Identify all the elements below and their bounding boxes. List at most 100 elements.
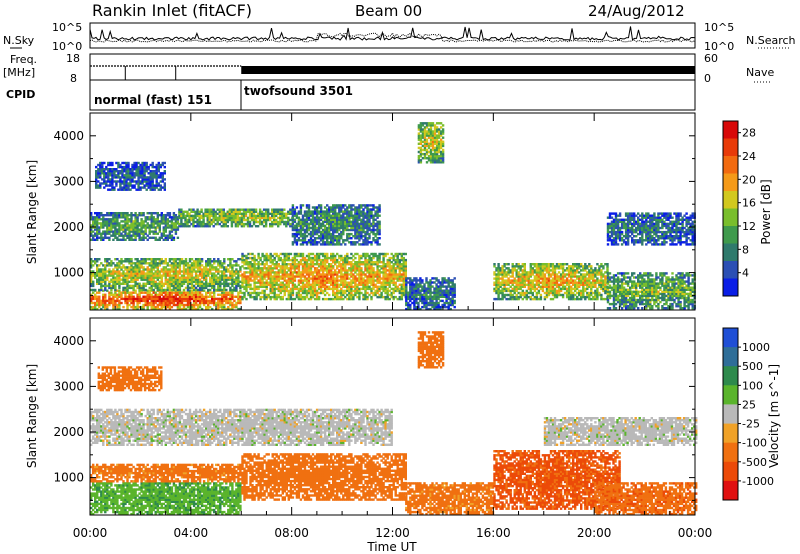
heatmap-cell xyxy=(376,279,379,282)
heatmap-cell xyxy=(297,265,301,268)
heatmap-cell xyxy=(192,270,196,273)
heatmap-cell xyxy=(368,235,371,238)
heatmap-cell xyxy=(311,230,315,234)
heatmap-cell xyxy=(334,297,337,301)
heatmap-cell xyxy=(330,287,333,291)
heatmap-cell xyxy=(265,256,268,260)
heatmap-cell xyxy=(269,285,272,288)
heatmap-cell xyxy=(352,269,355,272)
heatmap-cell xyxy=(317,277,321,280)
heatmap-cell xyxy=(225,278,228,281)
nave-bottom-scale: 0 xyxy=(704,72,711,85)
heatmap-cell xyxy=(194,274,198,277)
heatmap-cell xyxy=(338,263,341,266)
heatmap-cell xyxy=(230,225,234,228)
heatmap-cell xyxy=(372,273,375,276)
heatmap-cell xyxy=(265,285,268,288)
heatmap-cell xyxy=(342,263,345,266)
heatmap-cell xyxy=(400,263,403,266)
heatmap-cell xyxy=(315,279,319,282)
heatmap-cell xyxy=(366,243,369,246)
heatmap-cell xyxy=(90,288,93,292)
heatmap-cell xyxy=(227,282,230,285)
heatmap-cell xyxy=(378,271,381,274)
heatmap-cell xyxy=(263,258,266,262)
heatmap-cell xyxy=(186,266,190,269)
heatmap-cell xyxy=(264,210,268,213)
heatmap-cell xyxy=(156,262,159,265)
heatmap-cell xyxy=(148,272,151,275)
heatmap-cell xyxy=(168,286,172,290)
heatmap-cell xyxy=(151,161,154,165)
heatmap-cell xyxy=(106,284,109,288)
heatmap-cell xyxy=(90,212,93,215)
heatmap-cell xyxy=(235,260,238,263)
heatmap-cell xyxy=(168,264,172,267)
heatmap-cell xyxy=(358,265,361,268)
heatmap-cell xyxy=(200,274,204,277)
heatmap-cell xyxy=(303,271,307,274)
heatmap-cell xyxy=(394,263,397,266)
heatmap-cell xyxy=(384,263,387,266)
heatmap-cell xyxy=(326,261,329,264)
heatmap-cell xyxy=(176,282,180,285)
heatmap-cell xyxy=(112,299,115,303)
heatmap-cell xyxy=(112,216,115,219)
heatmap-cell xyxy=(319,275,323,278)
heatmap-cell xyxy=(186,301,190,305)
heatmap-cell xyxy=(204,222,207,226)
heatmap-cell xyxy=(394,271,397,274)
heatmap-cell xyxy=(267,271,270,274)
heatmap-cell xyxy=(104,297,107,301)
heatmap-cell xyxy=(253,258,256,262)
heatmap-cell xyxy=(108,222,111,225)
heatmap-cell xyxy=(130,299,133,303)
heatmap-cell xyxy=(348,204,351,207)
heatmap-cell xyxy=(241,252,244,256)
heatmap-cell xyxy=(202,218,205,222)
heatmap-cell xyxy=(388,267,391,270)
heatmap-cell xyxy=(176,284,180,288)
heatmap-cell xyxy=(107,176,110,179)
heatmap-cell xyxy=(176,258,180,261)
heatmap-cell xyxy=(102,270,105,273)
heatmap-cell xyxy=(140,276,143,279)
heatmap-cell xyxy=(362,263,365,266)
heatmap-cell xyxy=(273,271,276,274)
heatmap-cell xyxy=(90,234,93,237)
heatmap-cell xyxy=(194,260,198,263)
heatmap-cell xyxy=(309,269,313,272)
heatmap-cell xyxy=(94,303,97,307)
heatmap-cell xyxy=(124,278,127,281)
heatmap-cell xyxy=(273,273,276,276)
heatmap-cell xyxy=(229,288,232,292)
heatmap-cell xyxy=(134,266,137,269)
heatmap-cell xyxy=(251,271,254,274)
heatmap-cell xyxy=(180,307,184,311)
heatmap-cell xyxy=(126,295,129,298)
heatmap-cell xyxy=(382,252,385,256)
heatmap-cell xyxy=(162,299,165,303)
heatmap-cell xyxy=(350,252,353,256)
heatmap-cell xyxy=(152,301,155,305)
heatmap-cell xyxy=(184,293,188,296)
heatmap-cell xyxy=(134,270,137,273)
heatmap-cell xyxy=(132,276,135,279)
heatmap-cell xyxy=(277,263,280,266)
heatmap-cell xyxy=(328,279,331,282)
heatmap-cell xyxy=(146,293,149,296)
heatmap-cell xyxy=(344,295,347,299)
heatmap-cell xyxy=(108,284,111,288)
heatmap-cell xyxy=(267,293,270,297)
heatmap-cell xyxy=(122,305,125,309)
heatmap-cell xyxy=(311,295,315,299)
heatmap-cell xyxy=(231,282,234,285)
heatmap-cell xyxy=(241,256,244,260)
heatmap-cell xyxy=(116,216,119,219)
heatmap-cell xyxy=(257,265,260,268)
heatmap-cell xyxy=(392,273,395,276)
heatmap-cell xyxy=(150,268,153,271)
heatmap-cell xyxy=(90,293,93,296)
heatmap-cell xyxy=(360,218,363,221)
heatmap-cell xyxy=(106,222,109,225)
